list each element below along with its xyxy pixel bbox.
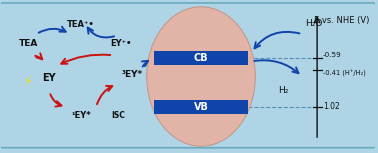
Text: H₂: H₂ — [278, 86, 288, 95]
Text: ⚡: ⚡ — [25, 75, 33, 88]
Text: ¹EY*: ¹EY* — [71, 111, 91, 120]
FancyBboxPatch shape — [154, 51, 248, 65]
FancyBboxPatch shape — [0, 3, 376, 148]
Text: H₂O: H₂O — [305, 19, 322, 28]
Text: 1.02: 1.02 — [323, 102, 340, 111]
Text: ISC: ISC — [111, 111, 125, 120]
FancyBboxPatch shape — [154, 100, 248, 114]
Text: -0.41 (H⁺/H₂): -0.41 (H⁺/H₂) — [323, 70, 366, 77]
Text: EY⁺•: EY⁺• — [110, 39, 131, 48]
Text: EY: EY — [43, 73, 56, 83]
Text: CB: CB — [194, 53, 208, 63]
Text: TEA⁺•: TEA⁺• — [67, 21, 95, 29]
Text: ³EY*: ³EY* — [121, 71, 143, 80]
Ellipse shape — [147, 7, 255, 146]
Text: VB: VB — [194, 102, 208, 112]
Text: E vs. NHE (V): E vs. NHE (V) — [314, 16, 369, 25]
Text: TEA: TEA — [19, 39, 39, 48]
Text: -0.59: -0.59 — [323, 52, 342, 58]
